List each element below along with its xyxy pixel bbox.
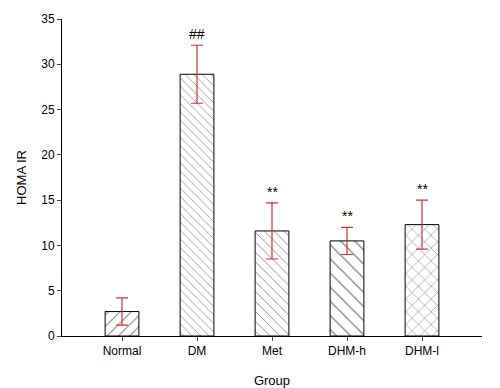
svg-text:DHM-l: DHM-l [405, 344, 439, 358]
svg-text:Met: Met [262, 344, 283, 358]
svg-text:30: 30 [41, 57, 55, 71]
svg-text:##: ## [189, 26, 205, 42]
svg-text:**: ** [342, 208, 353, 224]
svg-text:5: 5 [48, 284, 55, 298]
svg-text:35: 35 [41, 12, 55, 26]
svg-text:10: 10 [41, 239, 55, 253]
svg-text:**: ** [267, 184, 278, 200]
svg-text:20: 20 [41, 148, 55, 162]
svg-text:**: ** [417, 181, 428, 197]
svg-text:HOMA IR: HOMA IR [14, 150, 29, 205]
svg-text:Normal: Normal [103, 344, 142, 358]
svg-text:Group: Group [254, 373, 290, 388]
svg-text:25: 25 [41, 103, 55, 117]
svg-text:0: 0 [48, 329, 55, 343]
svg-text:DM: DM [188, 344, 207, 358]
svg-text:DHM-h: DHM-h [328, 344, 366, 358]
svg-text:15: 15 [41, 193, 55, 207]
